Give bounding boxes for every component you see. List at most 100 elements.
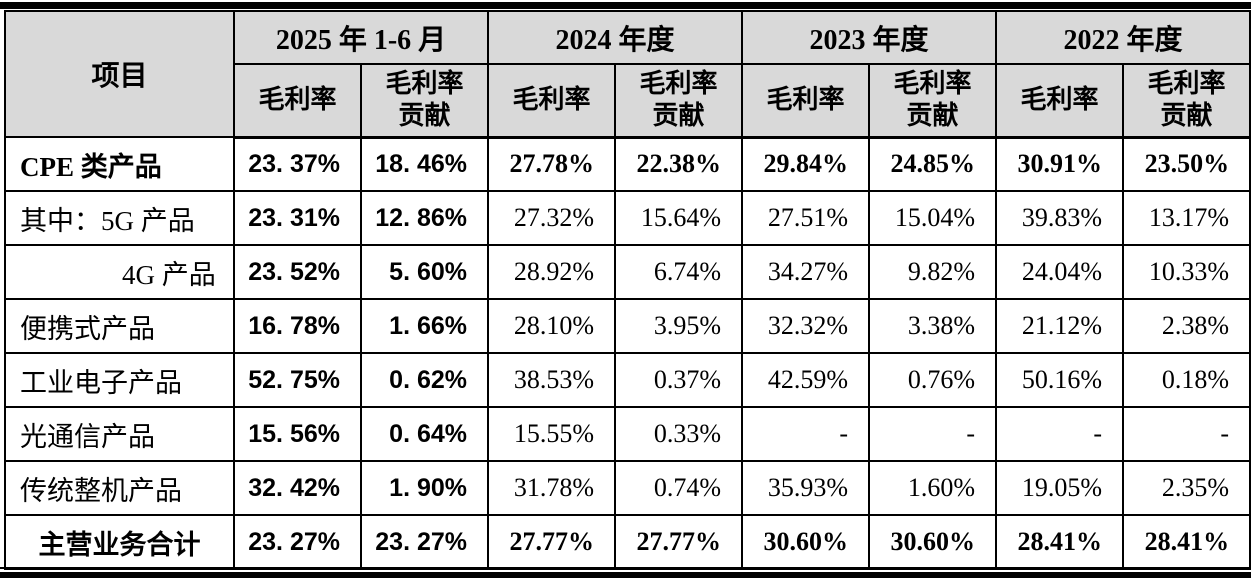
value-cell: - [995,406,1125,462]
value-cell: 34.27% [741,244,871,300]
value-cell: 3.38% [868,298,998,354]
value-cell: 28.41% [1122,514,1251,570]
header-contribution-2025: 毛利率 贡献 [359,63,490,139]
value-cell: 15.55% [487,406,617,462]
value-cell: 15. 56% [233,406,362,462]
value-cell: 23. 27% [233,514,362,570]
table-row-portable-products: 便携式产品 16. 78% 1. 66% 28.10% 3.95% 32.32%… [4,298,1251,354]
table-row-5g-products: 其中：5G 产品 23. 31% 12. 86% 27.32% 15.64% 2… [4,190,1251,246]
value-cell: 32. 42% [233,460,362,516]
value-cell: 27.78% [487,136,617,192]
table-body: CPE 类产品 23. 37% 18. 46% 27.78% 22.38% 29… [4,136,1251,570]
value-cell: 27.32% [487,190,617,246]
header-rate-2025: 毛利率 [233,63,362,139]
header-rate-2024: 毛利率 [487,63,617,139]
value-cell: 23. 31% [233,190,362,246]
value-cell: 23. 27% [359,514,490,570]
value-cell: 0.74% [614,460,744,516]
table-row-main-business-total: 主营业务合计 23. 27% 23. 27% 27.77% 27.77% 30.… [4,514,1251,570]
value-cell: 27.77% [487,514,617,570]
value-cell: 50.16% [995,352,1125,408]
value-cell: 3.95% [614,298,744,354]
header-period-row: 项目 2025 年 1-6 月 2024 年度 2023 年度 2022 年度 [4,10,1251,138]
table-row-4g-products: 4G 产品 23. 52% 5. 60% 28.92% 6.74% 34.27%… [4,244,1251,300]
table-header: 项目 2025 年 1-6 月 2024 年度 2023 年度 2022 年度 … [4,10,1251,139]
header-period-2024: 2024 年度 [487,10,744,65]
value-cell: - [1122,406,1251,462]
value-cell: 39.83% [995,190,1125,246]
header-period-2025: 2025 年 1-6 月 [232,10,490,65]
value-cell: 10.33% [1122,244,1251,300]
value-cell: 6.74% [614,244,744,300]
table-row-industrial-electronics: 工业电子产品 52. 75% 0. 62% 38.53% 0.37% 42.59… [4,352,1251,408]
value-cell: 19.05% [995,460,1125,516]
value-cell: 35.93% [741,460,871,516]
row-label: 传统整机产品 [4,460,235,516]
value-cell: 0.76% [868,352,998,408]
top-border-rule [0,2,1251,9]
row-label: 光通信产品 [4,406,235,462]
value-cell: 38.53% [487,352,617,408]
row-label: 4G 产品 [4,244,235,300]
value-cell: 27.51% [741,190,871,246]
value-cell: 2.35% [1122,460,1251,516]
value-cell: 29.84% [741,136,871,192]
header-period-2022: 2022 年度 [995,10,1251,65]
table-row-traditional-complete-units: 传统整机产品 32. 42% 1. 90% 31.78% 0.74% 35.93… [4,460,1251,516]
value-cell: 0.18% [1122,352,1251,408]
value-cell: 5. 60% [359,244,490,300]
value-cell: 15.64% [614,190,744,246]
value-cell: 28.10% [487,298,617,354]
value-cell: 23.50% [1122,136,1251,192]
value-cell: 42.59% [741,352,871,408]
value-cell: - [741,406,871,462]
value-cell: - [868,406,998,462]
row-label: CPE 类产品 [4,136,235,192]
value-cell: 30.60% [741,514,871,570]
header-rate-2023: 毛利率 [741,63,871,139]
value-cell: 32.32% [741,298,871,354]
value-cell: 12. 86% [359,190,490,246]
bottom-thick-rule [0,572,1251,578]
header-rate-2022: 毛利率 [995,63,1125,139]
value-cell: 30.60% [868,514,998,570]
value-cell: 1. 90% [359,460,490,516]
value-cell: 0. 64% [359,406,490,462]
value-cell: 18. 46% [359,136,490,192]
value-cell: 1. 66% [359,298,490,354]
value-cell: 0.33% [614,406,744,462]
gross-margin-table: 项目 2025 年 1-6 月 2024 年度 2023 年度 2022 年度 … [4,10,1251,570]
value-cell: 15.04% [868,190,998,246]
table-row-optical-communication: 光通信产品 15. 56% 0. 64% 15.55% 0.33% - - - … [4,406,1251,462]
bottom-thin-rule [0,567,1251,569]
row-label: 主营业务合计 [4,514,235,570]
value-cell: 27.77% [614,514,744,570]
value-cell: 28.92% [487,244,617,300]
value-cell: 52. 75% [233,352,362,408]
value-cell: 23. 37% [233,136,362,192]
value-cell: 1.60% [868,460,998,516]
value-cell: 9.82% [868,244,998,300]
value-cell: 30.91% [995,136,1125,192]
value-cell: 0. 62% [359,352,490,408]
value-cell: 28.41% [995,514,1125,570]
header-period-2023: 2023 年度 [741,10,998,65]
value-cell: 0.37% [614,352,744,408]
header-contribution-2023: 毛利率 贡献 [868,63,998,139]
value-cell: 31.78% [487,460,617,516]
value-cell: 16. 78% [233,298,362,354]
table-row-cpe-products: CPE 类产品 23. 37% 18. 46% 27.78% 22.38% 29… [4,136,1251,192]
row-label: 工业电子产品 [4,352,235,408]
row-label: 其中：5G 产品 [4,190,235,246]
value-cell: 21.12% [995,298,1125,354]
value-cell: 13.17% [1122,190,1251,246]
header-metric-row: 毛利率 毛利率 贡献 毛利率 毛利率 贡献 毛利率 毛利率 贡献 毛利率 毛利率… [5,63,1251,139]
value-cell: 23. 52% [233,244,362,300]
header-contribution-2024: 毛利率 贡献 [614,63,744,139]
value-cell: 24.04% [995,244,1125,300]
value-cell: 22.38% [614,136,744,192]
header-item: 项目 [4,10,235,138]
value-cell: 24.85% [868,136,998,192]
header-contribution-2022: 毛利率 贡献 [1122,63,1251,139]
